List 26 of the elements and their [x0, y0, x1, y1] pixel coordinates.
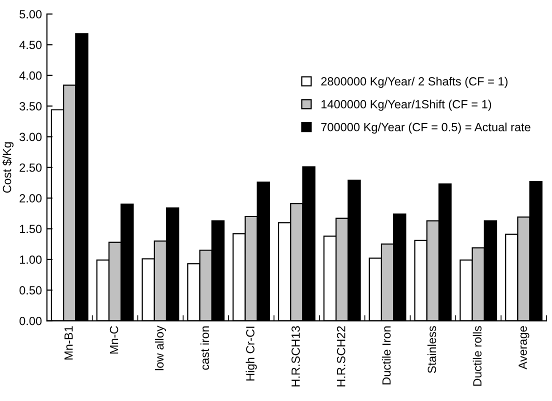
x-tick-label: Ductile rolls [472, 326, 482, 386]
y-tick-label: 2.50 [20, 163, 42, 172]
legend-label: 1400000 Kg/Year/1Shift (CF = 1) [322, 100, 492, 111]
y-tick-label: 0.50 [20, 286, 42, 295]
y-tick-label: 0.00 [20, 316, 42, 326]
y-tick-label: 1.00 [20, 255, 42, 264]
x-tick-label: Mn-B1 [64, 326, 73, 360]
y-axis-title: Cost $/Kg [2, 142, 14, 193]
y-tick-label: 4.00 [19, 71, 42, 80]
x-tick-label: Average [518, 326, 530, 370]
y-tick-label: 5.00 [20, 10, 42, 18]
y-tick-label: 3.50 [20, 102, 42, 110]
y-tick-label: 2.00 [20, 194, 42, 202]
x-tick-label: H.R.SCH22 [336, 326, 346, 386]
x-tick-label: Ductile Iron [382, 326, 391, 384]
legend-label: 2800000 Kg/Year/ 2 Shafts (CF = 1) [321, 76, 508, 88]
x-tick-label: Mn-C [110, 326, 118, 354]
y-tick-label: 1.50 [20, 224, 42, 234]
x-tick-label: High Cr-CI [246, 326, 257, 380]
legend-label: 700000 Kg/Year (CF = 0.5) = Actual rate [321, 122, 530, 134]
x-tick-label: low alloy [154, 326, 166, 370]
y-tick-label: 3.00 [20, 132, 42, 142]
x-tick-label: H.R.SCH13 [292, 326, 300, 386]
x-tick-label: cast iron [200, 326, 210, 370]
y-tick-label: 4.50 [19, 40, 42, 50]
x-tick-label: Stainless [427, 326, 436, 374]
